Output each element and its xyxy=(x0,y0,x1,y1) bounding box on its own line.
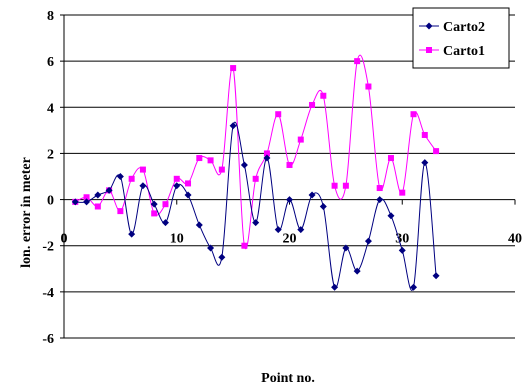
point-carto1 xyxy=(421,131,428,138)
point-carto2 xyxy=(353,267,361,275)
legend-label-carto1: Carto1 xyxy=(443,44,485,59)
point-carto2 xyxy=(421,159,429,167)
y-tick-label: 4 xyxy=(47,101,54,116)
point-carto2 xyxy=(297,226,305,234)
point-carto2 xyxy=(364,237,372,245)
point-carto1 xyxy=(399,189,406,196)
point-carto1 xyxy=(263,150,270,157)
legend-marker-carto2 xyxy=(425,22,433,30)
point-carto1 xyxy=(297,136,304,143)
y-tick-label: -6 xyxy=(42,332,54,347)
point-carto2 xyxy=(274,226,282,234)
point-carto2 xyxy=(432,272,440,280)
point-carto2 xyxy=(229,122,237,130)
y-tick-label: -2 xyxy=(42,240,54,255)
point-carto1 xyxy=(309,101,316,108)
x-tick-label: 0 xyxy=(61,232,68,247)
x-tick-label: 20 xyxy=(283,232,297,247)
legend-box xyxy=(412,7,510,69)
grid-lines xyxy=(64,14,515,339)
point-carto1 xyxy=(354,58,361,65)
series-layer xyxy=(71,54,440,291)
point-carto1 xyxy=(331,182,338,189)
series-carto1 xyxy=(72,54,440,250)
point-carto2 xyxy=(207,244,215,252)
x-tick-labels: 0 10 20 30 40 xyxy=(61,199,522,247)
point-carto1 xyxy=(342,182,349,189)
point-carto2 xyxy=(387,212,395,220)
point-carto1 xyxy=(83,194,90,201)
series-carto2 xyxy=(71,121,440,291)
y-tick-labels: -6 -4 -2 0 2 4 6 8 xyxy=(42,9,64,347)
point-carto1 xyxy=(230,65,237,72)
point-carto2 xyxy=(263,154,271,162)
point-carto2 xyxy=(139,182,147,190)
point-carto2 xyxy=(195,221,203,229)
legend-label-carto2: Carto2 xyxy=(443,20,485,35)
y-tick-label: 0 xyxy=(47,194,54,209)
point-carto1 xyxy=(433,148,440,155)
y-tick-label: 8 xyxy=(47,9,54,24)
point-carto1 xyxy=(207,157,214,164)
point-carto2 xyxy=(342,244,350,252)
point-carto1 xyxy=(151,210,158,217)
point-carto1 xyxy=(173,175,180,182)
y-tick-label: -4 xyxy=(42,286,54,301)
point-carto1 xyxy=(365,83,372,90)
point-carto2 xyxy=(319,202,327,210)
point-carto2 xyxy=(218,253,226,261)
point-carto1 xyxy=(128,175,135,182)
point-carto1 xyxy=(196,155,203,162)
point-carto2 xyxy=(240,161,248,169)
point-carto2 xyxy=(105,186,113,194)
x-tick-label: 40 xyxy=(508,232,522,247)
point-carto1 xyxy=(94,203,101,210)
point-carto2 xyxy=(83,198,91,206)
point-carto1 xyxy=(286,161,293,168)
y-tick-label: 6 xyxy=(47,55,54,70)
point-carto2 xyxy=(116,173,124,180)
x-tick-label: 10 xyxy=(170,232,184,247)
point-carto2 xyxy=(398,246,406,254)
x-axis-title: Point no. xyxy=(261,371,315,386)
series-line-carto2 xyxy=(75,121,437,291)
point-carto1 xyxy=(218,166,225,173)
x-tick-label: 30 xyxy=(395,232,409,247)
point-carto1 xyxy=(320,92,327,99)
point-carto1 xyxy=(387,155,394,162)
point-carto2 xyxy=(252,219,260,227)
point-carto1 xyxy=(162,201,169,208)
point-carto1 xyxy=(117,208,124,215)
point-carto2 xyxy=(94,191,102,199)
point-carto2 xyxy=(150,200,158,208)
legend: Carto2 Carto1 xyxy=(412,7,510,69)
point-carto2 xyxy=(376,196,384,204)
point-carto2 xyxy=(128,230,136,238)
point-carto2 xyxy=(286,196,293,204)
point-carto2 xyxy=(308,191,316,199)
point-carto1 xyxy=(185,180,192,187)
point-carto1 xyxy=(376,185,383,192)
point-carto1 xyxy=(275,111,282,118)
point-carto1 xyxy=(241,242,248,249)
point-carto1 xyxy=(139,166,146,173)
point-carto2 xyxy=(184,191,192,199)
point-carto2 xyxy=(173,182,181,190)
point-carto2 xyxy=(331,283,339,291)
point-carto2 xyxy=(410,283,418,291)
y-axis-title: lon. error in meter xyxy=(19,157,34,268)
point-carto2 xyxy=(71,198,79,206)
point-carto1 xyxy=(410,111,417,118)
legend-marker-carto1 xyxy=(426,47,432,53)
point-carto2 xyxy=(161,219,169,227)
point-carto1 xyxy=(252,175,259,182)
y-tick-label: 2 xyxy=(47,147,54,162)
